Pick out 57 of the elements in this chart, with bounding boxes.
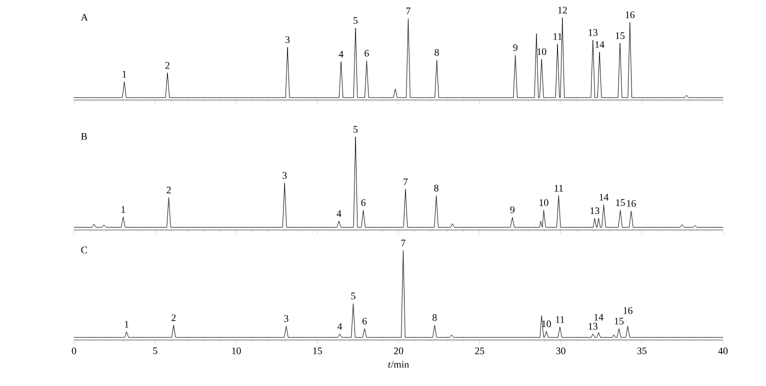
annotation: 8 — [432, 314, 437, 322]
annotation: 5 — [354, 126, 358, 133]
annotation: 5 — [354, 17, 358, 24]
annotation: 14 — [600, 194, 609, 200]
x-tick-label: 10 — [232, 348, 241, 354]
annotation: 3 — [282, 172, 287, 179]
annotation: 16 — [624, 307, 632, 314]
annotation: 2 — [172, 314, 176, 322]
x-tick-label: 25 — [475, 348, 484, 354]
annotation: 3 — [286, 36, 290, 44]
annotation: 13 — [588, 29, 598, 36]
annotation: 3 — [284, 315, 288, 322]
annotation: 7 — [406, 8, 410, 14]
annotation: 4 — [336, 210, 342, 217]
annotation: 6 — [361, 199, 366, 206]
annotation: 7 — [404, 178, 408, 186]
annotation: 15 — [616, 199, 625, 206]
x-tick-label: 40 — [718, 348, 728, 354]
annotation: 6 — [362, 318, 367, 325]
annotation: 10 — [540, 199, 548, 206]
annotation: 10 — [538, 48, 546, 56]
annotation: 9 — [513, 44, 518, 52]
annotation: 15 — [616, 32, 625, 40]
annotation: 2 — [166, 186, 171, 194]
annotation: 13 — [590, 207, 600, 214]
chart-title: C — [81, 246, 87, 254]
annotation: 11 — [556, 316, 564, 323]
annotation: 4 — [337, 323, 342, 330]
annotation: 1 — [122, 206, 126, 213]
annotation: 1 — [122, 70, 126, 78]
annotation: 11 — [554, 184, 563, 192]
annotation: 9 — [510, 206, 514, 214]
x-tick-label: 5 — [153, 348, 158, 354]
annotation: 2 — [165, 62, 170, 69]
annotation: 1 — [124, 321, 128, 328]
chart-title: A — [80, 14, 88, 20]
annotation: 8 — [434, 184, 438, 192]
annotation: 7 — [401, 240, 406, 246]
annotation: 15 — [614, 318, 624, 325]
annotation: 5 — [351, 292, 356, 300]
x-tick-label: 15 — [313, 348, 322, 354]
annotation: 16 — [627, 200, 636, 207]
annotation: 4 — [338, 50, 344, 58]
x-tick-label: 20 — [394, 348, 404, 354]
x-tick-label: 30 — [556, 348, 566, 354]
annotation: 6 — [364, 50, 369, 57]
annotation: 13 — [588, 323, 598, 330]
annotation: 14 — [595, 41, 604, 48]
chart-title: B — [81, 133, 87, 140]
x-axis-title: t/min — [388, 361, 409, 368]
annotation: 16 — [626, 12, 635, 18]
annotation: 14 — [594, 314, 604, 320]
annotation: 10 — [542, 320, 551, 328]
x-tick-label: 0 — [72, 348, 76, 354]
annotation: 12 — [558, 6, 567, 14]
annotation: 8 — [434, 49, 439, 56]
x-tick-label: 35 — [637, 348, 646, 354]
